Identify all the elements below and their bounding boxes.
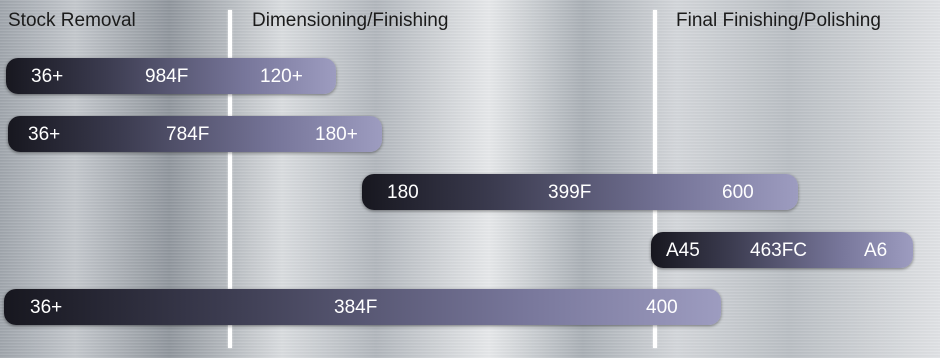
band-start-grit: 36+	[30, 297, 63, 318]
band-product-name: 984F	[145, 66, 189, 87]
band-end-grit: 120+	[260, 66, 303, 87]
band-399f: 180 399F 600	[362, 174, 798, 210]
band-784f: 36+ 784F 180+	[8, 116, 382, 152]
band-984f: 36+ 984F 120+	[6, 58, 336, 94]
band-product-name: 399F	[548, 182, 592, 203]
band-463fc: A45 463FC A6	[651, 232, 913, 268]
header-final-finishing-polishing: Final Finishing/Polishing	[676, 10, 881, 31]
header-stock-removal: Stock Removal	[8, 10, 136, 31]
band-start-grit: 180	[387, 182, 419, 203]
band-product-name: 384F	[334, 297, 378, 318]
band-end-grit: 600	[722, 182, 754, 203]
band-end-grit: A6	[864, 240, 888, 261]
header-dimensioning-finishing: Dimensioning/Finishing	[252, 10, 449, 31]
band-384f: 36+ 384F 400	[4, 289, 721, 325]
stage-divider-1	[228, 10, 232, 348]
band-product-name: 784F	[166, 124, 210, 145]
band-end-grit: 400	[646, 297, 678, 318]
band-end-grit: 180+	[315, 124, 358, 145]
band-start-grit: 36+	[28, 124, 61, 145]
band-product-name: 463FC	[750, 240, 808, 261]
band-start-grit: 36+	[31, 66, 64, 87]
band-start-grit: A45	[666, 240, 700, 261]
